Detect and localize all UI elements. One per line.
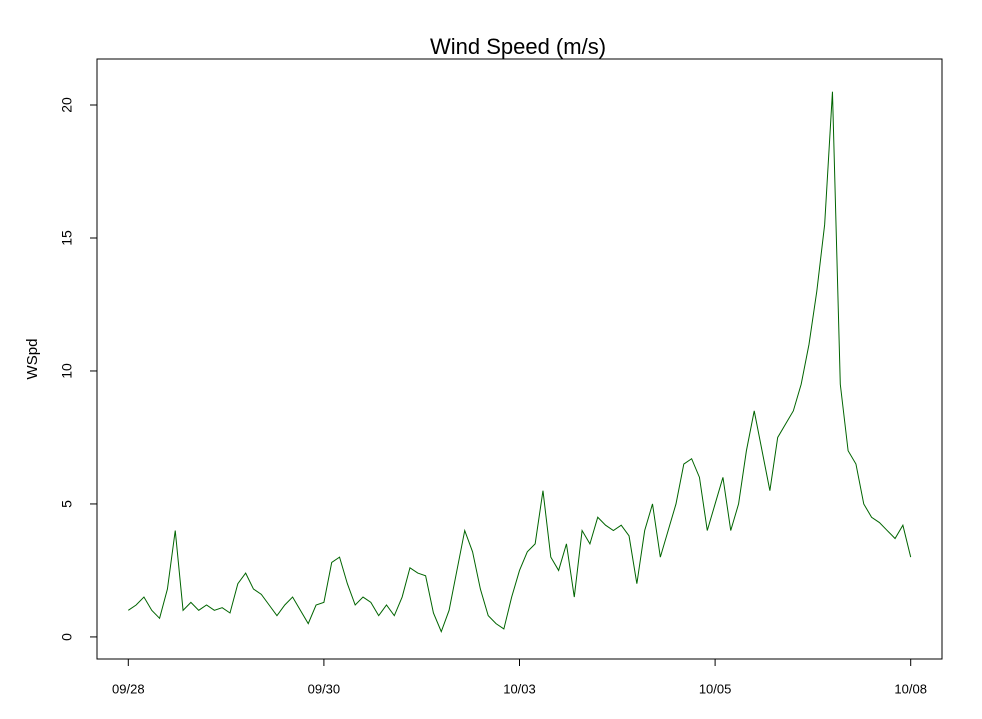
y-tick-label: 20 (59, 97, 75, 113)
x-tick-label: 10/08 (894, 681, 927, 696)
y-tick-label: 5 (59, 500, 75, 508)
y-tick-label: 0 (59, 633, 75, 641)
plot-frame (96, 58, 943, 660)
y-tick-label: 15 (59, 230, 75, 246)
data-line (128, 91, 912, 633)
y-axis-label: WSpd (24, 339, 41, 380)
x-tick-label: 10/03 (503, 681, 536, 696)
y-tick-label: 10 (59, 363, 75, 379)
x-tick-label: 10/05 (699, 681, 732, 696)
x-tick-label: 09/28 (112, 681, 145, 696)
chart-title: Wind Speed (m/s) (430, 34, 606, 59)
x-tick-label: 09/30 (308, 681, 341, 696)
